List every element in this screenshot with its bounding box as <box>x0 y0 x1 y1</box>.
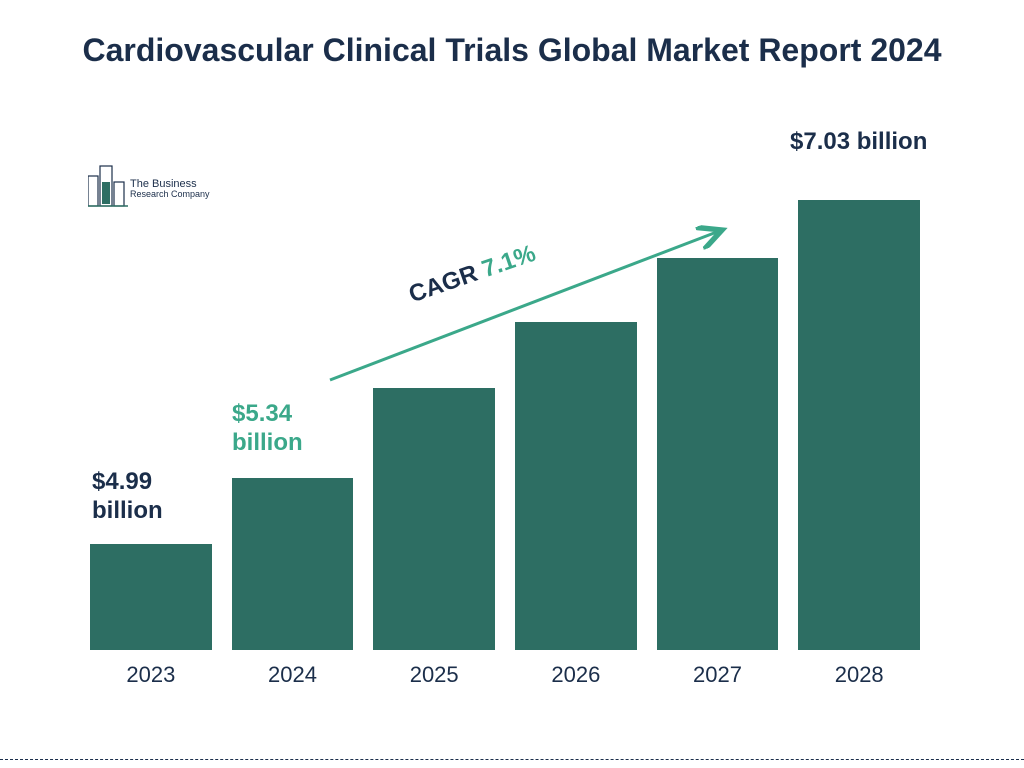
bar-wrap: 2024 <box>232 478 354 650</box>
bar <box>657 258 779 650</box>
value-label-2028: $7.03 billion <box>790 128 927 157</box>
value-label-2024: $5.34 billion <box>232 400 303 458</box>
bars-container: 202320242025202620272028 <box>90 160 920 650</box>
bar <box>232 478 354 650</box>
bar <box>90 544 212 650</box>
x-axis-label: 2028 <box>798 662 920 688</box>
value-label-2023: $4.99 billion <box>92 468 163 526</box>
x-axis-label: 2023 <box>90 662 212 688</box>
x-axis-label: 2025 <box>373 662 495 688</box>
bar <box>515 322 637 650</box>
bar <box>373 388 495 650</box>
bar-wrap: 2023 <box>90 544 212 650</box>
bar <box>798 200 920 650</box>
bar-wrap: 2026 <box>515 322 637 650</box>
x-axis-label: 2026 <box>515 662 637 688</box>
x-axis-label: 2024 <box>232 662 354 688</box>
bar-wrap: 2025 <box>373 388 495 650</box>
bar-wrap: 2028 <box>798 200 920 650</box>
bottom-divider <box>0 759 1024 760</box>
chart-area: 202320242025202620272028 <box>90 160 920 690</box>
x-axis-label: 2027 <box>657 662 779 688</box>
chart-title: Cardiovascular Clinical Trials Global Ma… <box>62 30 962 72</box>
bar-wrap: 2027 <box>657 258 779 650</box>
